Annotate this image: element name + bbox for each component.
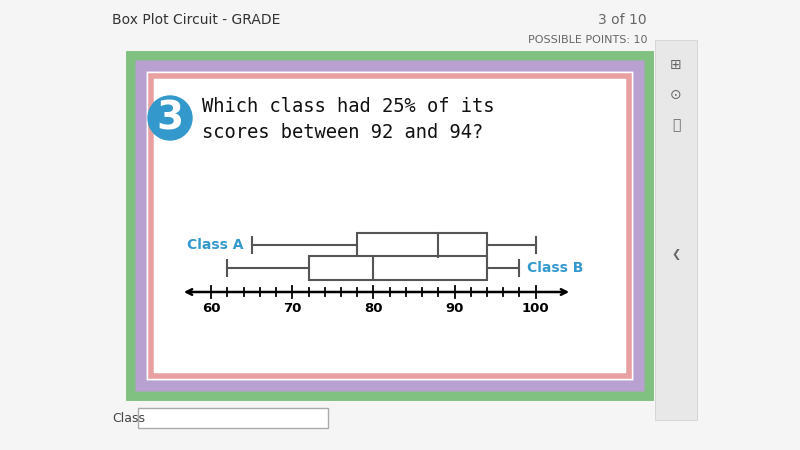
Text: 70: 70: [283, 302, 302, 315]
Bar: [309, 256, 487, 280]
Text: ❮: ❮: [671, 249, 681, 261]
Text: Class B: Class B: [527, 261, 584, 275]
Text: Box Plot Circuit - GRADE: Box Plot Circuit - GRADE: [112, 13, 280, 27]
Text: ⊞: ⊞: [670, 58, 682, 72]
Text: 90: 90: [446, 302, 464, 315]
FancyBboxPatch shape: [141, 66, 639, 386]
Text: 80: 80: [364, 302, 382, 315]
Text: ⤢: ⤢: [672, 118, 680, 132]
Bar: [358, 233, 487, 257]
FancyBboxPatch shape: [151, 76, 629, 376]
Text: Class A: Class A: [187, 238, 244, 252]
Text: POSSIBLE POINTS: 10: POSSIBLE POINTS: 10: [527, 35, 647, 45]
Text: Which class had 25% of its: Which class had 25% of its: [202, 96, 494, 116]
Circle shape: [148, 96, 192, 140]
Text: Class: Class: [112, 411, 145, 424]
Text: ⊙: ⊙: [670, 88, 682, 102]
Text: 60: 60: [202, 302, 221, 315]
Bar: [655, 40, 697, 420]
FancyBboxPatch shape: [133, 58, 647, 394]
Bar: [155, 80, 625, 372]
Text: scores between 92 and 94?: scores between 92 and 94?: [202, 122, 483, 141]
Text: 3 of 10: 3 of 10: [598, 13, 647, 27]
Text: 3: 3: [157, 99, 183, 137]
Text: 100: 100: [522, 302, 550, 315]
Bar: [138, 408, 328, 428]
